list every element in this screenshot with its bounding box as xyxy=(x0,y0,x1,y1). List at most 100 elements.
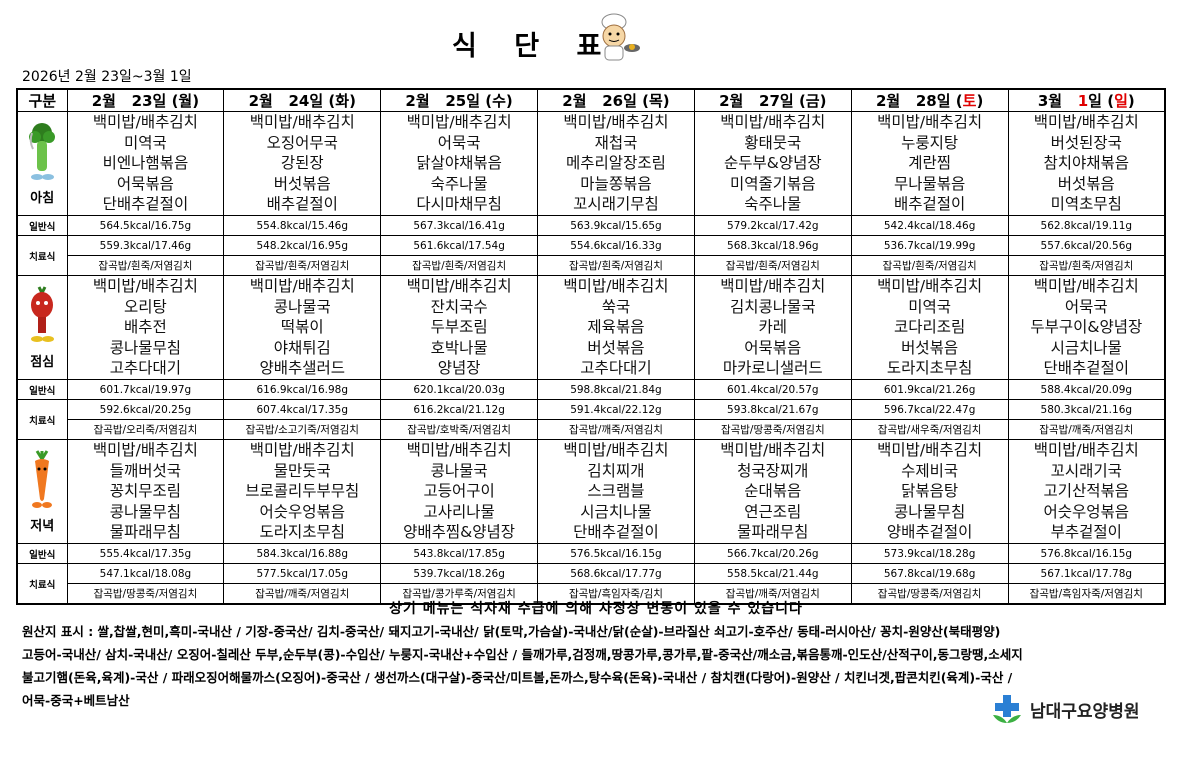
broccoli-icon xyxy=(18,121,67,187)
therapy-kcal: 580.3kcal/21.16g xyxy=(1007,399,1166,420)
menu-item: 백미밥/배추김치 xyxy=(720,441,826,460)
therapy-menu: 잡곡밥/흰죽/저염김치 xyxy=(850,255,1009,276)
therapy-kcal: 577.5kcal/17.05g xyxy=(223,563,382,584)
menu-item: 김치콩나물국 xyxy=(730,297,816,316)
meal-label-cell: 점심 xyxy=(16,275,68,380)
menu-item: 배추전 xyxy=(124,318,167,337)
menu-item: 카레 xyxy=(758,318,788,337)
date: 25 xyxy=(445,92,467,110)
hospital-cross-icon xyxy=(993,695,1021,723)
therapy-menu: 잡곡밥/콩가루죽/저염김치 xyxy=(380,583,539,605)
therapy-diet-label: 치료식 xyxy=(16,235,68,276)
day-suffix: 일 xyxy=(779,92,794,110)
general-kcal: 555.4kcal/17.35g xyxy=(66,543,225,564)
menu-item: 고추다대기 xyxy=(580,359,652,378)
therapy-kcal: 568.6kcal/17.77g xyxy=(537,563,695,584)
menu-item: 들깨버섯국 xyxy=(109,461,182,480)
general-kcal: 567.3kcal/16.41g xyxy=(380,215,539,236)
menu-item: 백미밥/배추김치 xyxy=(720,277,826,296)
menu-item: 어슷우엉볶음 xyxy=(259,502,346,521)
menu-item: 제육볶음 xyxy=(587,318,645,337)
therapy-menu: 잡곡밥/흰죽/저염김치 xyxy=(223,255,382,276)
general-kcal: 543.8kcal/17.85g xyxy=(380,543,539,564)
date: 23 xyxy=(131,92,153,110)
menu-item: 황태뭇국 xyxy=(744,133,802,152)
general-kcal: 576.8kcal/16.15g xyxy=(1007,543,1166,564)
menu-row: 저녁 백미밥/배추김치 들깨버섯국 꽁치무조림 콩나물무침 물파래무침 백미밥/배추김치 물만… xyxy=(16,439,1166,544)
menu-item: 떡볶이 xyxy=(280,318,324,337)
menu-cell: 백미밥/배추김치 누룽지탕 계란찜 무나물볶음 배추겉절이 xyxy=(850,111,1009,216)
day-suffix: 일 xyxy=(936,92,951,110)
menu-item: 백미밥/배추김치 xyxy=(249,277,355,296)
day-header: 2월 26일 (목) xyxy=(537,88,695,112)
day-header: 2월 27일 (금) xyxy=(693,88,852,112)
day-suffix: 일 xyxy=(1088,92,1102,110)
general-kcal: 576.5kcal/16.15g xyxy=(537,543,695,564)
menu-cell: 백미밥/배추김치 콩나물국 고등어구이 고사리나물 양배추찜&양념장 xyxy=(380,439,539,544)
general-diet-label: 일반식 xyxy=(16,215,68,236)
therapy-kcal: 596.7kcal/22.47g xyxy=(850,399,1009,420)
therapy-menu: 잡곡밥/흰죽/저염김치 xyxy=(66,255,225,276)
menu-item: 연근조림 xyxy=(744,502,802,521)
therapy-menu: 잡곡밥/깨죽/저염김치 xyxy=(693,583,852,605)
therapy-kcal: 561.6kcal/17.54g xyxy=(380,235,539,256)
general-kcal: 601.9kcal/21.26g xyxy=(850,379,1009,400)
meal-name: 점심 xyxy=(30,355,55,370)
origin-line: 원산지 표시 : 쌀,찹쌀,현미,흑미-국내산 / 기장-중국산/ 김치-중국산… xyxy=(22,624,1001,639)
menu-item: 오리탕 xyxy=(124,297,167,316)
menu-item: 시금치나물 xyxy=(580,502,652,521)
change-notice: 상기 메뉴는 식자재 수급에 의해 사정상 변동이 있을 수 있습니다 xyxy=(389,601,803,617)
general-diet-row: 일반식 564.5kcal/16.75g 554.8kcal/15.46g 567.3… xyxy=(16,215,1166,236)
menu-item: 어슷우엉볶음 xyxy=(1043,502,1130,521)
menu-item: 백미밥/배추김치 xyxy=(563,441,669,460)
therapy-menu: 잡곡밥/흑임자죽/김치 xyxy=(537,583,695,605)
menu-item: 백미밥/배추김치 xyxy=(563,113,669,132)
menu-item: 배추겉절이 xyxy=(893,195,966,214)
menu-item: 어묵볶음 xyxy=(116,174,174,193)
therapy-diet-label: 치료식 xyxy=(16,563,68,605)
menu-item: 양념장 xyxy=(437,359,481,378)
date: 26 xyxy=(602,92,624,110)
date: 24 xyxy=(288,92,310,110)
general-kcal: 588.4kcal/20.09g xyxy=(1007,379,1166,400)
menu-item: 꼬시래기무침 xyxy=(573,195,659,214)
menu-cell: 백미밥/배추김치 잔치국수 두부조림 호박나물 양념장 xyxy=(380,275,539,380)
menu-item: 도라지초무침 xyxy=(259,523,346,542)
menu-item: 재첩국 xyxy=(594,133,638,152)
menu-cell: 백미밥/배추김치 물만둣국 브로콜리두부무침 어슷우엉볶음 도라지초무침 xyxy=(223,439,382,544)
menu-item: 호박나물 xyxy=(430,338,488,357)
menu-item: 백미밥/배추김치 xyxy=(1033,441,1139,460)
therapy-menu: 잡곡밥/땅콩죽/저염김치 xyxy=(693,419,852,440)
therapy-kcal: 548.2kcal/16.95g xyxy=(223,235,382,256)
menu-item: 콩나물국 xyxy=(273,297,331,316)
therapy-kcal: 536.7kcal/19.99g xyxy=(850,235,1009,256)
menu-item: 단배추겉절이 xyxy=(1043,359,1130,378)
menu-item: 미역국 xyxy=(908,297,952,316)
menu-item: 버섯된장국 xyxy=(1050,133,1122,152)
menu-cell: 백미밥/배추김치 황태뭇국 순두부&양념장 미역줄기볶음 숙주나물 xyxy=(693,111,852,216)
menu-item: 고등어구이 xyxy=(423,482,495,501)
chef-icon xyxy=(592,12,642,66)
date: 28 xyxy=(915,92,937,110)
therapy-diet-label: 치료식 xyxy=(16,399,68,440)
weekday: 수 xyxy=(492,92,506,110)
month: 2월 xyxy=(719,92,744,110)
category-header: 구분 xyxy=(16,88,68,112)
menu-item: 배추겉절이 xyxy=(266,195,338,214)
menu-item: 두부조림 xyxy=(430,318,488,337)
menu-item: 양배추겉절이 xyxy=(886,523,973,542)
menu-item: 단배추겉절이 xyxy=(573,523,659,542)
origin-line: 불고기햄(돈육,육계)-국산 / 파래오징어해물까스(오징어)-중국산 / 생선… xyxy=(22,670,1013,685)
menu-item: 고사리나물 xyxy=(423,502,495,521)
date-range: 2026년 2월 23일~3월 1일 xyxy=(22,69,192,85)
menu-item: 김치찌개 xyxy=(587,461,645,480)
hospital-name: 남대구요양병원 xyxy=(1030,701,1140,722)
weekday: 토 xyxy=(962,92,977,110)
menu-item: 스크램블 xyxy=(587,482,645,501)
menu-item: 단배추겉절이 xyxy=(102,195,189,214)
menu-item: 물파래무침 xyxy=(737,523,809,542)
menu-item: 두부구이&양념장 xyxy=(1030,318,1143,337)
general-kcal: 579.2kcal/17.42g xyxy=(693,215,852,236)
menu-item: 꽁치무조림 xyxy=(109,482,182,501)
